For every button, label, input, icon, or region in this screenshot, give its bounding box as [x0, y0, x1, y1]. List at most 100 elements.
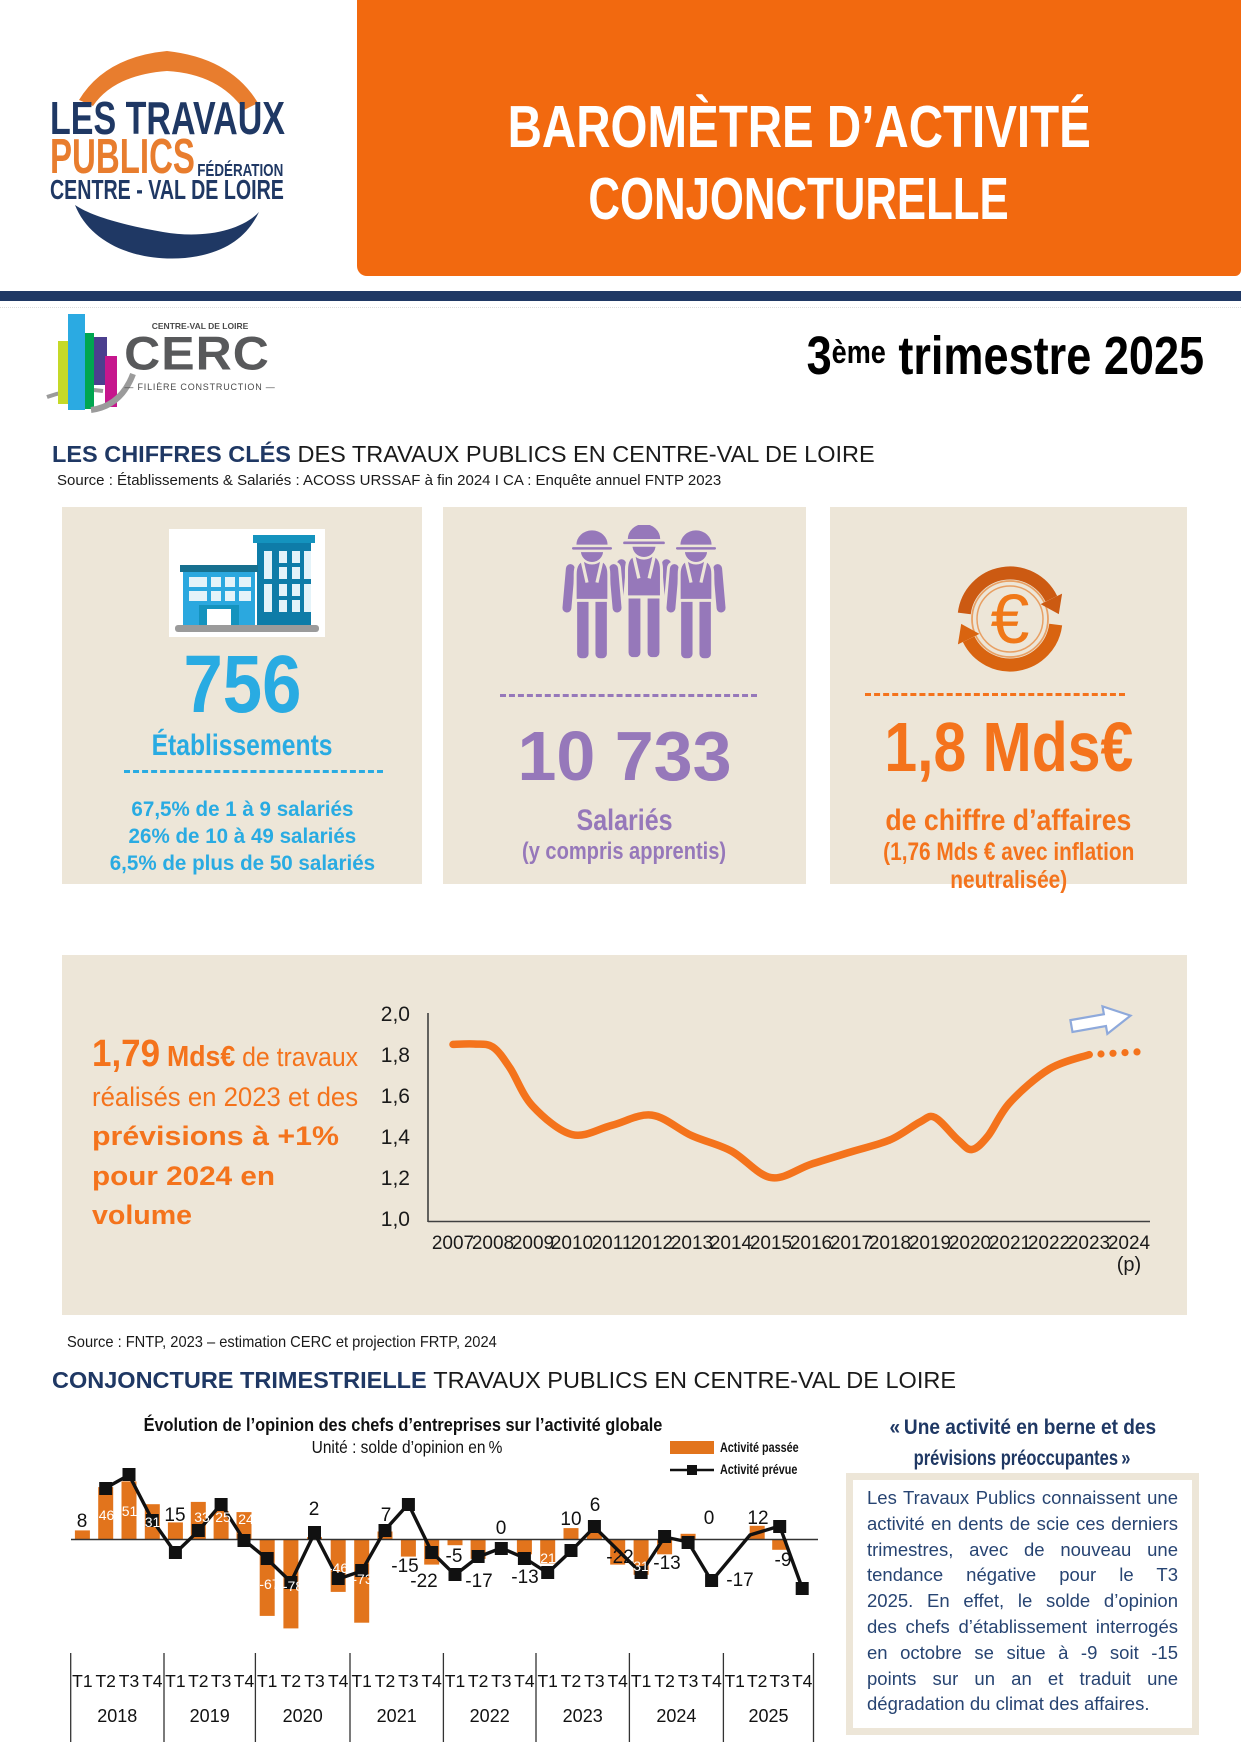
svg-text:1,0: 1,0	[381, 1208, 410, 1231]
svg-text:T4: T4	[607, 1671, 628, 1691]
svg-text:-78: -78	[283, 1578, 303, 1594]
svg-text:T2: T2	[561, 1671, 581, 1691]
svg-text:2014: 2014	[710, 1233, 753, 1254]
svg-text:Évolution de l’opinion des che: Évolution de l’opinion des chefs d’entre…	[144, 1413, 663, 1435]
svg-text:T2: T2	[654, 1671, 674, 1691]
svg-text:T4: T4	[328, 1671, 349, 1691]
svg-text:T3: T3	[584, 1671, 604, 1691]
svg-text:2009: 2009	[512, 1233, 554, 1254]
svg-text:8: 8	[77, 1511, 88, 1532]
svg-text:-17: -17	[465, 1571, 492, 1592]
svg-text:T2: T2	[747, 1671, 767, 1691]
svg-text:T4: T4	[792, 1671, 813, 1691]
svg-text:2018: 2018	[869, 1233, 911, 1254]
svg-text:2016: 2016	[790, 1233, 832, 1254]
svg-text:T1: T1	[537, 1671, 557, 1691]
svg-text:24: 24	[238, 1511, 254, 1527]
svg-text:T2: T2	[375, 1671, 395, 1691]
svg-text:-9: -9	[775, 1550, 792, 1571]
svg-text:1,6: 1,6	[381, 1085, 410, 1108]
svg-text:T3: T3	[491, 1671, 511, 1691]
svg-text:-67: -67	[259, 1576, 279, 1592]
svg-text:2020: 2020	[949, 1233, 991, 1254]
svg-text:1,4: 1,4	[381, 1126, 411, 1149]
svg-text:2023: 2023	[563, 1706, 603, 1726]
svg-text:T4: T4	[142, 1671, 163, 1691]
svg-text:12: 12	[747, 1508, 768, 1529]
svg-text:(p): (p)	[1117, 1254, 1141, 1276]
svg-text:CERC: CERC	[124, 328, 270, 380]
svg-text:2011: 2011	[592, 1233, 633, 1254]
svg-text:-13: -13	[511, 1567, 538, 1588]
svg-text:T3: T3	[398, 1671, 418, 1691]
svg-text:Activité prévue: Activité prévue	[720, 1462, 798, 1477]
svg-text:-13: -13	[653, 1553, 680, 1574]
svg-text:2019: 2019	[909, 1233, 951, 1254]
svg-text:T1: T1	[72, 1671, 92, 1691]
svg-text:0: 0	[496, 1518, 507, 1539]
svg-text:2010: 2010	[551, 1233, 593, 1254]
svg-text:T3: T3	[119, 1671, 139, 1691]
svg-text:T4: T4	[701, 1671, 722, 1691]
svg-text:2023: 2023	[1068, 1233, 1110, 1254]
svg-text:-73: -73	[352, 1571, 372, 1587]
svg-text:2018: 2018	[97, 1706, 137, 1726]
svg-text:-5: -5	[446, 1546, 463, 1567]
svg-text:2012: 2012	[631, 1233, 673, 1254]
svg-text:-22: -22	[410, 1571, 437, 1592]
svg-text:25: 25	[215, 1509, 231, 1525]
svg-text:51: 51	[122, 1503, 138, 1519]
svg-text:T2: T2	[188, 1671, 208, 1691]
svg-text:T4: T4	[234, 1671, 255, 1691]
svg-text:T4: T4	[421, 1671, 442, 1691]
svg-text:2024: 2024	[656, 1706, 696, 1726]
svg-text:T3: T3	[769, 1671, 789, 1691]
svg-text:46: 46	[99, 1507, 115, 1523]
svg-text:0: 0	[704, 1508, 715, 1529]
svg-text:2025: 2025	[748, 1706, 788, 1726]
svg-text:2013: 2013	[671, 1233, 713, 1254]
svg-text:10: 10	[560, 1509, 581, 1530]
svg-text:-15: -15	[391, 1556, 418, 1577]
svg-text:T2: T2	[468, 1671, 488, 1691]
svg-text:T3: T3	[678, 1671, 698, 1691]
svg-text:T1: T1	[351, 1671, 371, 1691]
svg-text:-17: -17	[726, 1570, 753, 1591]
svg-text:2021: 2021	[377, 1706, 417, 1726]
svg-text:T1: T1	[631, 1671, 651, 1691]
svg-text:-22: -22	[606, 1547, 633, 1568]
svg-text:2019: 2019	[190, 1706, 230, 1726]
svg-text:Unité : solde d’opinion en %: Unité : solde d’opinion en %	[312, 1437, 503, 1457]
svg-text:Activité passée: Activité passée	[720, 1440, 799, 1455]
svg-text:2: 2	[309, 1499, 320, 1520]
svg-text:6: 6	[590, 1495, 601, 1516]
svg-text:T3: T3	[211, 1671, 231, 1691]
svg-text:CENTRE-VAL DE LOIRE: CENTRE-VAL DE LOIRE	[152, 321, 249, 331]
svg-text:T1: T1	[445, 1671, 465, 1691]
svg-text:€: €	[991, 580, 1030, 658]
svg-text:2021: 2021	[989, 1233, 1031, 1254]
svg-text:2020: 2020	[283, 1706, 323, 1726]
svg-text:31: 31	[145, 1514, 161, 1530]
svg-text:31: 31	[633, 1558, 649, 1574]
svg-text:2022: 2022	[1028, 1233, 1070, 1254]
svg-text:— FILIÈRE CONSTRUCTION —: — FILIÈRE CONSTRUCTION —	[124, 382, 275, 392]
svg-text:T2: T2	[95, 1671, 115, 1691]
svg-text:T4: T4	[514, 1671, 535, 1691]
svg-text:2024: 2024	[1108, 1233, 1151, 1254]
svg-text:2,0: 2,0	[381, 1003, 410, 1026]
svg-text:2017: 2017	[830, 1233, 872, 1254]
svg-text:15: 15	[164, 1505, 185, 1526]
svg-text:2008: 2008	[472, 1233, 514, 1254]
svg-text:T1: T1	[724, 1671, 744, 1691]
svg-text:7: 7	[381, 1505, 392, 1526]
svg-text:21: 21	[540, 1550, 556, 1566]
svg-text:2015: 2015	[750, 1233, 792, 1254]
svg-text:T3: T3	[304, 1671, 324, 1691]
svg-text:2022: 2022	[470, 1706, 510, 1726]
svg-text:T1: T1	[257, 1671, 277, 1691]
svg-text:T1: T1	[165, 1671, 185, 1691]
svg-text:33: 33	[194, 1509, 210, 1525]
svg-text:-46: -46	[328, 1560, 348, 1576]
svg-text:T2: T2	[281, 1671, 301, 1691]
